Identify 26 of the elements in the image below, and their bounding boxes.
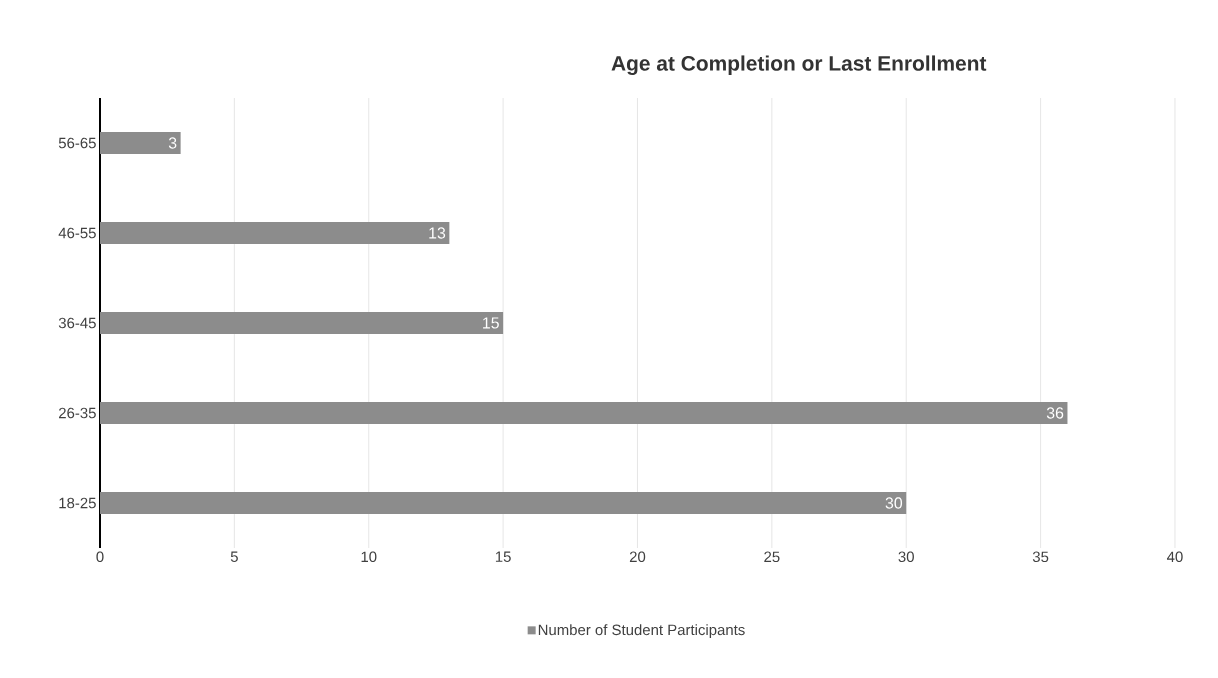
x-tick-label: 0 (96, 551, 104, 563)
y-tick-label: 56-65 (58, 137, 96, 149)
bar (100, 132, 181, 154)
x-tick-label: 40 (1166, 551, 1183, 563)
y-tick-label: 18-25 (59, 497, 96, 509)
x-tick-label: 20 (629, 551, 646, 563)
x-tick-label: 35 (1032, 551, 1049, 563)
bar (100, 222, 450, 244)
data-label: 15 (483, 317, 499, 329)
bar (100, 492, 907, 514)
legend-label: Number of Student Participants (538, 624, 745, 639)
chart-title: Age at Completion or Last Enrollment (611, 55, 987, 76)
y-tick-label: 46-55 (58, 227, 96, 239)
data-label: 3 (168, 137, 177, 149)
y-tick-label: 36-45 (58, 317, 96, 329)
x-tick-label: 10 (361, 551, 377, 563)
data-label: 13 (429, 227, 446, 239)
x-tick-label: 5 (230, 551, 238, 562)
x-tick-label: 25 (764, 551, 780, 563)
y-tick-label: 26-35 (59, 407, 96, 419)
data-label: 36 (1046, 407, 1064, 419)
bar (100, 312, 504, 334)
x-tick-label: 15 (495, 551, 511, 562)
data-label: 30 (885, 497, 903, 509)
x-tick-label: 30 (898, 551, 914, 563)
bar (100, 402, 1068, 424)
